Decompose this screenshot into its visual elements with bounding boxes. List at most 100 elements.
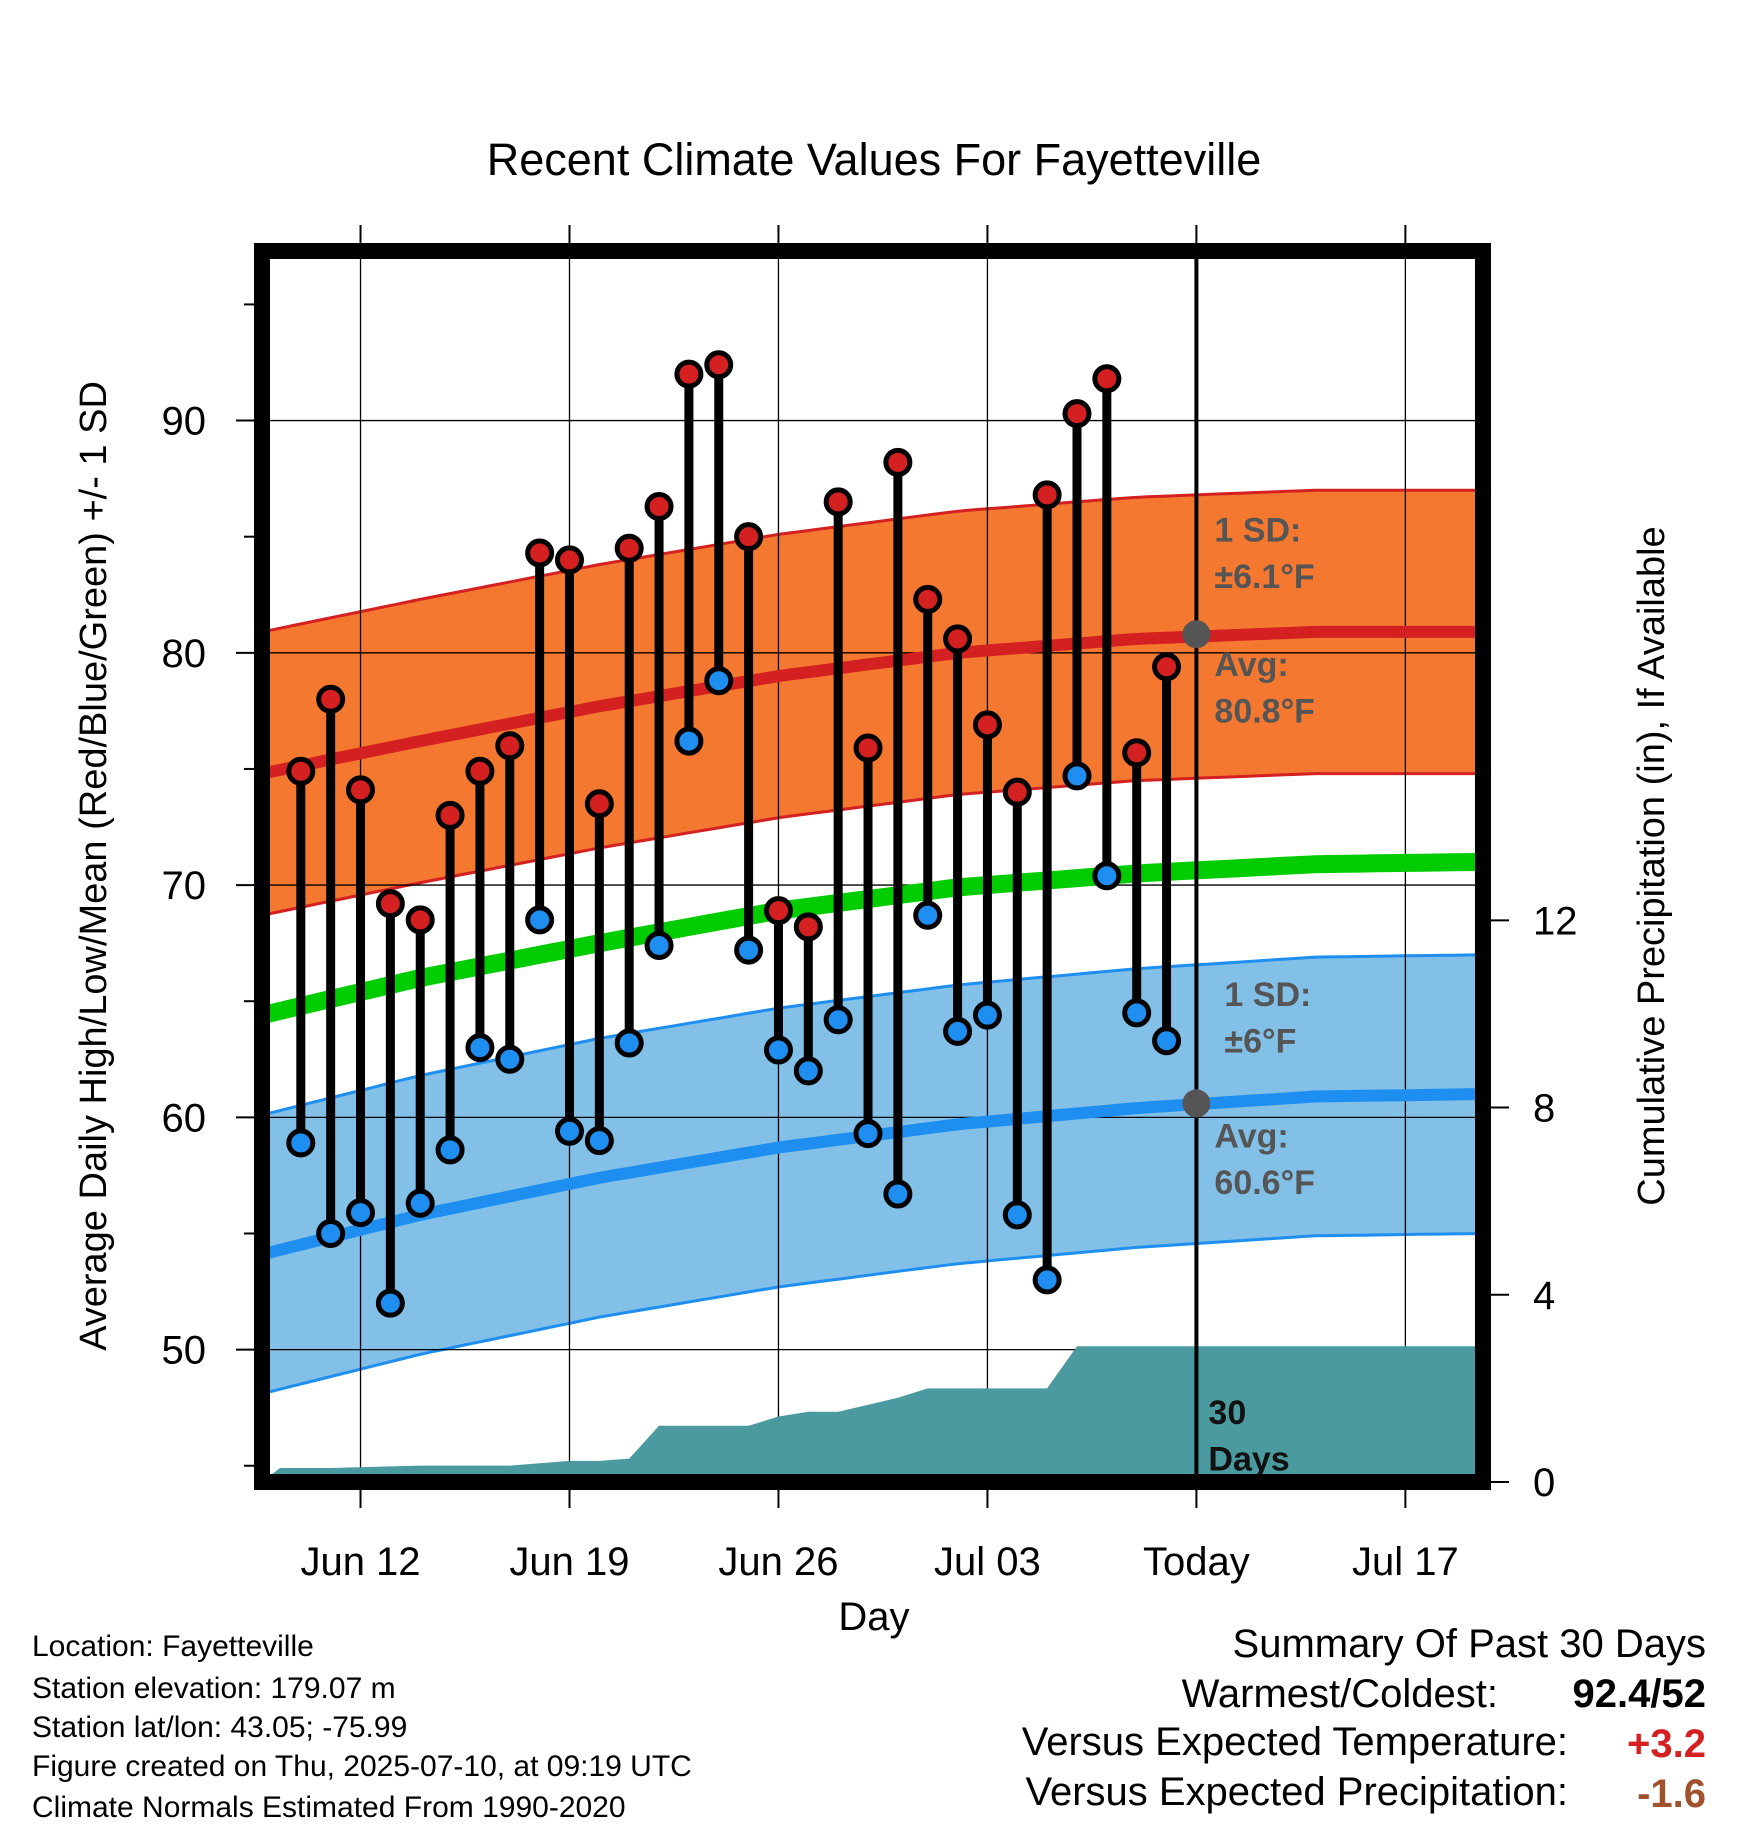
temp-versus-value: +3.2 bbox=[1627, 1722, 1706, 1766]
daily-low-point bbox=[375, 1288, 405, 1318]
today-high-avg-marker bbox=[1182, 620, 1211, 649]
daily-high-point bbox=[614, 533, 644, 563]
latlon-text: Station lat/lon: 43.05; -75.99 bbox=[32, 1711, 408, 1744]
high-sd-band-upper-edge bbox=[262, 488, 1483, 634]
precip-days-label-1: 30 bbox=[1208, 1394, 1246, 1432]
daily-low-point bbox=[495, 1044, 525, 1074]
daily-high-point bbox=[1152, 652, 1182, 682]
daily-low-point bbox=[614, 1028, 644, 1058]
daily-high-point bbox=[793, 912, 823, 942]
y2-tick-label-1: 4 bbox=[1533, 1274, 1555, 1318]
daily-low-point bbox=[1122, 998, 1152, 1028]
low-sd-band-lower-edge bbox=[262, 1232, 1483, 1396]
low-sd-label: 1 SD: bbox=[1224, 976, 1311, 1014]
daily-low-point bbox=[1002, 1200, 1032, 1230]
daily-high-point bbox=[763, 896, 793, 926]
daily-low-point bbox=[1092, 861, 1122, 891]
daily-low-point bbox=[346, 1198, 376, 1228]
daily-high-point bbox=[405, 905, 435, 935]
created-text: Figure created on Thu, 2025-07-10, at 09… bbox=[32, 1750, 692, 1783]
y-tick-label-0: 50 bbox=[162, 1329, 207, 1373]
daily-low-point bbox=[316, 1218, 346, 1248]
daily-high-point bbox=[1002, 777, 1032, 807]
daily-high-point bbox=[584, 789, 614, 819]
high-avg-value: 80.8°F bbox=[1214, 692, 1315, 730]
daily-high-point bbox=[1092, 364, 1122, 394]
daily-high-point bbox=[1032, 480, 1062, 510]
high-avg-label: Avg: bbox=[1214, 646, 1288, 684]
x-tick-label-1: Jun 19 bbox=[509, 1540, 629, 1584]
warm-cold-label: Warmest/Coldest: bbox=[1181, 1672, 1498, 1716]
daily-low-point bbox=[1062, 761, 1092, 791]
plot-frame bbox=[254, 243, 1491, 1490]
high-sd-value: ±6.1°F bbox=[1214, 558, 1314, 596]
temp-versus-label: Versus Expected Temperature: bbox=[1021, 1720, 1568, 1764]
x-tick-label-5: Jul 17 bbox=[1352, 1540, 1459, 1584]
daily-high-point bbox=[853, 733, 883, 763]
daily-high-point bbox=[674, 359, 704, 389]
daily-low-point bbox=[465, 1033, 495, 1063]
low-avg-label: Avg: bbox=[1214, 1118, 1288, 1156]
daily-low-point bbox=[1152, 1026, 1182, 1056]
y2-axis-label: Cumulative Precipitation (in), If Availa… bbox=[1631, 526, 1673, 1205]
today-low-avg-marker bbox=[1182, 1089, 1211, 1118]
y2-tick-label-2: 8 bbox=[1533, 1087, 1555, 1131]
normals-text: Climate Normals Estimated From 1990-2020 bbox=[32, 1791, 626, 1824]
x-tick-label-2: Jun 26 bbox=[718, 1540, 838, 1584]
daily-low-point bbox=[763, 1035, 793, 1065]
daily-low-point bbox=[674, 726, 704, 756]
daily-high-point bbox=[704, 350, 734, 380]
daily-high-point bbox=[1122, 738, 1152, 768]
x-tick-label-3: Jul 03 bbox=[934, 1540, 1041, 1584]
daily-high-point bbox=[913, 584, 943, 614]
low-sd-value: ±6°F bbox=[1224, 1022, 1296, 1060]
precip-days-label-2: Days bbox=[1208, 1440, 1289, 1478]
daily-low-point bbox=[823, 1005, 853, 1035]
daily-high-point bbox=[375, 889, 405, 919]
plot-area: 1 SD: ±6.1°F Avg: 80.8°F 1 SD: ±6°F Avg: 60.6°F… bbox=[162, 225, 1578, 1584]
daily-low-point bbox=[1032, 1265, 1062, 1295]
y2-tick-label-3: 12 bbox=[1533, 899, 1578, 943]
high-normal-line bbox=[262, 625, 1483, 780]
daily-high-point bbox=[644, 491, 674, 521]
x-tick-label-0: Jun 12 bbox=[300, 1540, 420, 1584]
daily-high-point bbox=[943, 624, 973, 654]
daily-low-point bbox=[883, 1179, 913, 1209]
low-avg-value: 60.6°F bbox=[1214, 1164, 1315, 1202]
daily-high-point bbox=[525, 538, 555, 568]
precip-versus-label: Versus Expected Precipitation: bbox=[1025, 1770, 1568, 1814]
daily-low-point bbox=[286, 1128, 316, 1158]
daily-low-point bbox=[704, 666, 734, 696]
summary-title: Summary Of Past 30 Days bbox=[1232, 1622, 1706, 1666]
daily-low-point bbox=[554, 1116, 584, 1146]
y-tick-label-4: 90 bbox=[162, 400, 207, 444]
daily-high-point bbox=[554, 545, 584, 575]
daily-low-point bbox=[793, 1056, 823, 1086]
daily-high-point bbox=[495, 731, 525, 761]
daily-low-point bbox=[644, 930, 674, 960]
daily-high-point bbox=[316, 684, 346, 714]
y-tick-label-1: 60 bbox=[162, 1096, 207, 1140]
y-tick-label-3: 80 bbox=[162, 632, 207, 676]
daily-low-point bbox=[435, 1135, 465, 1165]
x-tick-label-4: Today bbox=[1143, 1540, 1250, 1584]
daily-high-point bbox=[734, 522, 764, 552]
high-sd-label: 1 SD: bbox=[1214, 511, 1301, 549]
chart-title: Recent Climate Values For Fayetteville bbox=[487, 134, 1261, 185]
daily-high-point bbox=[972, 710, 1002, 740]
daily-high-point bbox=[286, 756, 316, 786]
precip-versus-value: -1.6 bbox=[1637, 1772, 1706, 1816]
warm-cold-value: 92.4/52 bbox=[1572, 1672, 1706, 1716]
daily-low-point bbox=[525, 905, 555, 935]
y-tick-label-2: 70 bbox=[162, 864, 207, 908]
daily-high-point bbox=[346, 775, 376, 805]
daily-low-point bbox=[913, 900, 943, 930]
plot-clipped-group: 1 SD: ±6.1°F Avg: 80.8°F 1 SD: ±6°F Avg: 60.6°F… bbox=[262, 251, 1483, 1482]
daily-low-point bbox=[734, 935, 764, 965]
precip-area bbox=[262, 1346, 1483, 1482]
y-axis-label: Average Daily High/Low/Mean (Red/Blue/Gr… bbox=[73, 381, 115, 1351]
daily-low-point bbox=[972, 1000, 1002, 1030]
daily-high-point bbox=[465, 756, 495, 786]
x-axis-label: Day bbox=[838, 1595, 909, 1639]
